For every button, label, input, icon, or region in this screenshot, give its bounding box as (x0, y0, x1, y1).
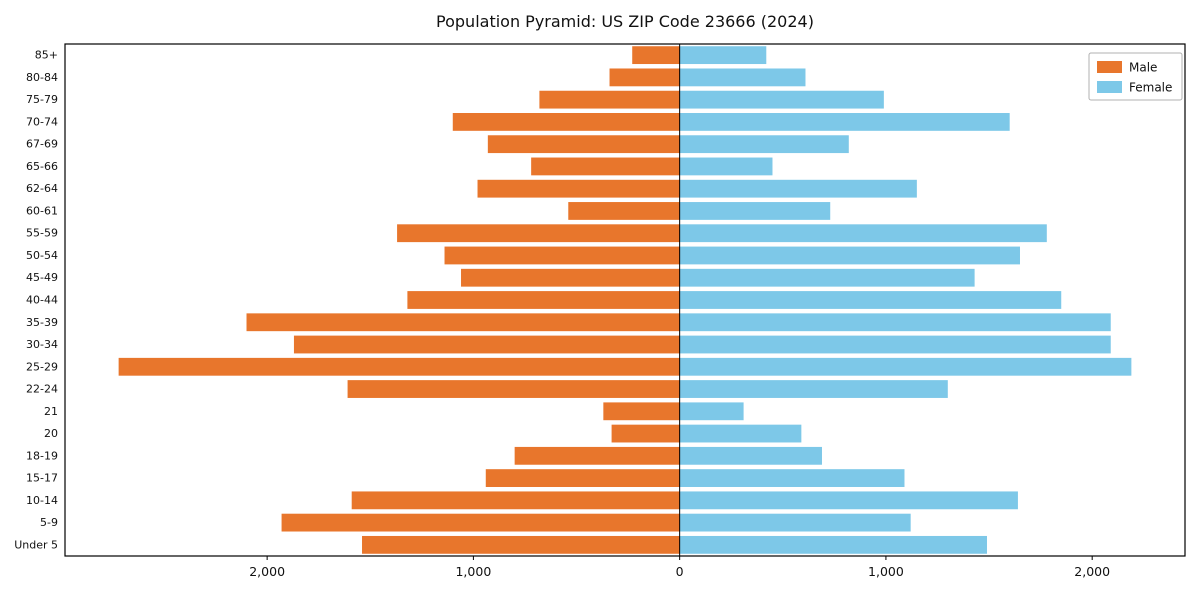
y-axis-label-62-64: 62-64 (26, 182, 58, 195)
y-axis-label-10-14: 10-14 (26, 494, 58, 507)
y-axis-label-40-44: 40-44 (26, 294, 58, 307)
y-axis-label-75-79: 75-79 (26, 93, 58, 106)
bar-male-80-84 (609, 68, 680, 87)
bar-female-25-29 (679, 357, 1132, 376)
bar-female-55-59 (679, 224, 1047, 243)
bar-female-75-79 (679, 90, 884, 109)
y-axis-label-22-24: 22-24 (26, 383, 58, 396)
bar-male-55-59 (397, 224, 680, 243)
bar-male-10-14 (351, 491, 680, 510)
y-axis-label-18-19: 18-19 (26, 449, 58, 462)
bar-male-67-69 (487, 135, 680, 154)
bar-male-under-5 (362, 535, 680, 554)
y-axis-label-25-29: 25-29 (26, 360, 58, 373)
y-axis-label-21: 21 (44, 405, 58, 418)
bar-male-20 (611, 424, 680, 443)
bar-male-5-9 (281, 513, 680, 532)
y-axis-label-45-49: 45-49 (26, 271, 58, 284)
legend-swatch-female (1097, 81, 1122, 93)
y-axis-label-35-39: 35-39 (26, 316, 58, 329)
x-axis-tick-label-0: 2,000 (249, 564, 285, 579)
bar-female-20 (679, 424, 802, 443)
bar-male-25-29 (118, 357, 680, 376)
x-axis-tick-label-3: 1,000 (868, 564, 904, 579)
y-axis-label-55-59: 55-59 (26, 227, 58, 240)
bar-male-40-44 (407, 291, 680, 309)
bar-female-70-74 (679, 113, 1010, 131)
bar-female-30-34 (679, 335, 1111, 354)
bar-female-40-44 (679, 291, 1062, 309)
y-axis-label-65-66: 65-66 (26, 160, 58, 173)
plot-frame (64, 43, 1186, 557)
bar-male-62-64 (477, 179, 680, 198)
bar-female-65-66 (679, 157, 773, 176)
y-axis-label-67-69: 67-69 (26, 138, 58, 151)
bar-female-67-69 (679, 135, 849, 154)
bar-female-80-84 (679, 68, 806, 87)
bar-female-60-61 (679, 202, 831, 220)
bar-female-18-19 (679, 446, 822, 465)
bar-female-22-24 (679, 380, 948, 398)
y-axis-label-50-54: 50-54 (26, 249, 58, 262)
y-axis-label-85+: 85+ (35, 49, 58, 62)
x-axis-tick-label-2: 0 (676, 564, 684, 579)
legend-swatch-male (1097, 61, 1122, 73)
bar-male-45-49 (461, 268, 680, 287)
y-axis-label-5-9: 5-9 (40, 516, 58, 529)
bar-male-22-24 (347, 380, 680, 398)
bar-male-35-39 (246, 313, 680, 332)
y-axis-label-30-34: 30-34 (26, 338, 58, 351)
chart-title: Population Pyramid: US ZIP Code 23666 (2… (436, 12, 814, 31)
bar-female-5-9 (679, 513, 911, 532)
bar-male-30-34 (293, 335, 680, 354)
bar-female-35-39 (679, 313, 1111, 332)
bar-male-18-19 (514, 446, 680, 465)
bar-female-under-5 (679, 535, 987, 554)
bar-male-70-74 (452, 113, 680, 131)
y-axis-label-under-5: Under 5 (14, 538, 58, 551)
x-axis-tick-label-1: 1,000 (455, 564, 491, 579)
y-axis-label-20: 20 (44, 427, 58, 440)
y-axis-label-60-61: 60-61 (26, 204, 58, 217)
legend-label-female: Female (1129, 81, 1172, 95)
y-axis-label-70-74: 70-74 (26, 115, 58, 128)
bar-male-15-17 (485, 469, 680, 487)
y-axis-label-15-17: 15-17 (26, 472, 58, 485)
bar-female-10-14 (679, 491, 1018, 510)
bar-female-15-17 (679, 469, 905, 487)
bar-male-50-54 (444, 246, 680, 265)
legend-label-male: Male (1129, 61, 1157, 75)
x-axis-tick-label-4: 2,000 (1074, 564, 1110, 579)
bar-male-21 (603, 402, 680, 421)
bar-female-62-64 (679, 179, 917, 198)
bar-female-21 (679, 402, 744, 421)
bar-female-85+ (679, 46, 767, 65)
bar-male-65-66 (531, 157, 680, 176)
bar-female-45-49 (679, 268, 975, 287)
bar-female-50-54 (679, 246, 1020, 265)
bar-male-60-61 (568, 202, 680, 220)
bar-male-85+ (632, 46, 680, 65)
bar-male-75-79 (539, 90, 680, 109)
y-axis-label-80-84: 80-84 (26, 71, 58, 84)
